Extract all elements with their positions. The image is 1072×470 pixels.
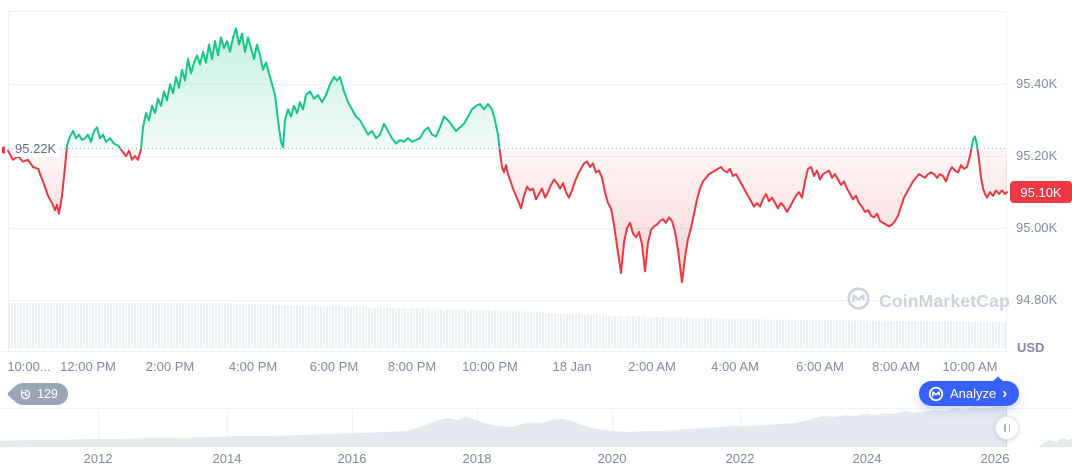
history-minimap [0, 407, 1072, 447]
currency-unit-label: USD [1017, 340, 1045, 355]
range-slider-handle[interactable] [995, 416, 1019, 440]
baseline-dotted-line [2, 146, 1007, 154]
chevron-right-icon: › [1002, 384, 1008, 402]
clock-history-icon [19, 388, 32, 401]
history-count-badge[interactable]: 129 [12, 383, 68, 405]
analyze-button[interactable]: Analyze › [919, 381, 1020, 406]
price-series [7, 27, 1008, 284]
history-count: 129 [37, 387, 58, 401]
coinmarketcap-watermark: CoinMarketCap [846, 286, 1010, 316]
current-price-badge: 95.10K [1010, 181, 1072, 203]
analyze-label: Analyze [950, 386, 997, 401]
baseline-price-label: 95.22K [13, 141, 61, 157]
coinmarketcap-mini-logo-icon [928, 386, 944, 402]
volume-bars [8, 303, 1006, 348]
coinmarketcap-logo-icon [846, 286, 871, 316]
watermark-text: CoinMarketCap [879, 290, 1010, 311]
minimap-brush-area[interactable] [0, 408, 1007, 448]
